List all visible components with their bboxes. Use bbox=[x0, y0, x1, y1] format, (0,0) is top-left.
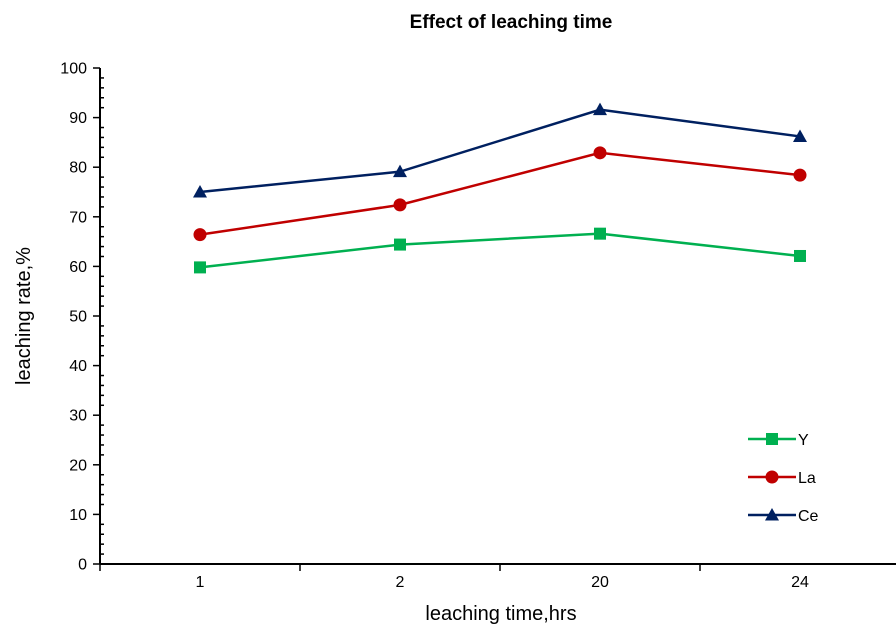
series-la bbox=[193, 146, 807, 242]
data-point-y bbox=[394, 238, 406, 251]
data-point-ce bbox=[193, 185, 207, 198]
y-tick-label: 10 bbox=[69, 507, 87, 524]
legend-item-y: Y bbox=[748, 432, 809, 449]
series-line-la bbox=[199, 151, 801, 236]
legend-marker bbox=[765, 508, 779, 521]
y-tick-label: 90 bbox=[69, 110, 87, 127]
data-point-ce bbox=[393, 164, 407, 178]
y-tick-label: 50 bbox=[69, 309, 87, 326]
data-point-y bbox=[194, 261, 206, 274]
plot-area bbox=[193, 102, 807, 274]
legend-label: Y bbox=[798, 432, 809, 449]
y-tick-label: 80 bbox=[69, 160, 87, 177]
legend-label: Ce bbox=[798, 508, 819, 525]
legend-item-ce: Ce bbox=[748, 508, 819, 525]
x-tick-label: 24 bbox=[791, 574, 809, 591]
axes: 0 10 20 30 40 50 60 70 80 90 100 1 2 20 24 bbox=[60, 61, 896, 591]
y-tick-label: 60 bbox=[69, 259, 87, 276]
legend-label: La bbox=[798, 470, 816, 487]
data-point-y bbox=[794, 249, 806, 262]
data-point-ce bbox=[593, 102, 607, 116]
series-line-y bbox=[199, 232, 801, 269]
series-y bbox=[194, 227, 806, 274]
x-tick-label: 20 bbox=[591, 574, 609, 591]
y-axis-title: leaching rate,% bbox=[13, 247, 35, 385]
legend: Y La Ce bbox=[748, 432, 819, 525]
legend-marker bbox=[766, 433, 778, 445]
y-tick-label: 0 bbox=[78, 557, 87, 574]
series-line-ce bbox=[199, 108, 801, 194]
data-point-la bbox=[193, 228, 207, 242]
y-tick-label: 40 bbox=[69, 358, 87, 375]
series-ce bbox=[193, 102, 807, 198]
x-tick-label: 2 bbox=[396, 574, 405, 591]
x-axis-title: leaching time,hrs bbox=[425, 603, 576, 625]
y-tick-label: 70 bbox=[69, 209, 87, 226]
x-tick-label: 1 bbox=[196, 574, 205, 591]
legend-marker bbox=[765, 470, 779, 484]
y-tick-label: 30 bbox=[69, 408, 87, 425]
data-point-la bbox=[593, 146, 607, 160]
y-tick-label: 100 bbox=[60, 61, 87, 78]
chart-title: Effect of leaching time bbox=[410, 12, 613, 33]
data-point-la bbox=[793, 168, 807, 182]
data-point-y bbox=[594, 227, 606, 240]
data-point-ce bbox=[793, 129, 807, 142]
legend-item-la: La bbox=[748, 470, 816, 487]
y-tick-label: 20 bbox=[69, 457, 87, 474]
data-point-la bbox=[393, 198, 407, 212]
